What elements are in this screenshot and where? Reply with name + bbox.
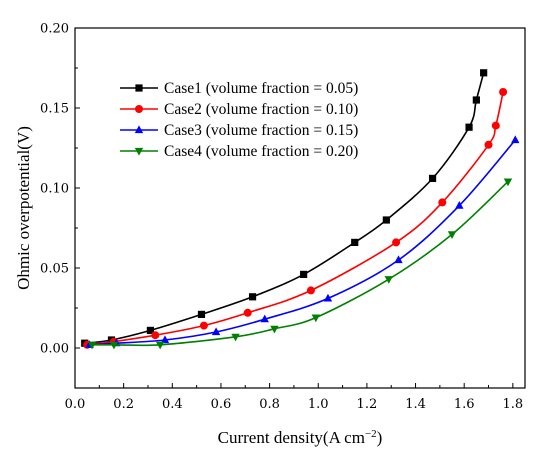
data-point [306, 286, 315, 295]
data-point [155, 341, 165, 350]
x-tick-label: 1.0 [308, 397, 329, 412]
plot-frame [74, 27, 526, 389]
data-point [134, 125, 144, 134]
x-tick-label: 1.6 [454, 397, 475, 412]
legend: Case1 (volume fraction = 0.05) Case2 (vol… [120, 80, 358, 160]
legend-label: Case1 (volume fraction = 0.05) [164, 80, 358, 97]
data-point [135, 105, 143, 113]
data-point [211, 327, 221, 336]
y-axis-title: Ohmic overpotential(V) [14, 126, 33, 290]
series-group [87, 178, 513, 350]
x-tick-label: 0.4 [162, 397, 183, 412]
x-tick-label: 0.8 [259, 397, 280, 412]
data-point [503, 178, 513, 187]
data-point [465, 123, 473, 131]
x-tick-label: 1.2 [357, 397, 378, 412]
x-tick-label: 0.2 [113, 397, 134, 412]
data-point [231, 333, 240, 342]
data-point [394, 255, 403, 264]
y-tick-label: 0.10 [40, 182, 69, 197]
data-point [270, 325, 279, 334]
data-point [499, 88, 508, 96]
data-point [87, 341, 97, 350]
data-point [160, 335, 170, 344]
data-point [382, 216, 390, 224]
legend-label: Case2 (volume fraction = 0.10) [164, 101, 358, 118]
data-point [109, 341, 119, 350]
legend-item: Case3 (volume fraction = 0.15) [120, 122, 358, 139]
data-point [248, 293, 257, 301]
data-point [146, 326, 155, 334]
data-point [300, 270, 308, 278]
data-point [134, 147, 144, 156]
data-point [447, 231, 457, 239]
axis-ticks: 0.0 0.2 0.4 0.6 0.8 1.0 1.2 1.4 1.6 1.8 0.00 0.05 0.… [40, 22, 523, 413]
data-point [197, 310, 206, 318]
data-point [135, 84, 143, 92]
x-tick-label: 0.6 [211, 397, 232, 412]
data-point [151, 331, 160, 340]
data-point [428, 174, 437, 182]
series-line [89, 139, 516, 346]
data-point [260, 314, 269, 323]
series-group [85, 135, 520, 348]
data-point [243, 308, 252, 317]
legend-item: Case4 (volume fraction = 0.20) [120, 143, 358, 160]
data-point [438, 198, 447, 207]
y-tick-label: 0.05 [40, 262, 69, 277]
legend-label: Case4 (volume fraction = 0.20) [164, 143, 358, 160]
x-tick-label: 0.0 [65, 397, 86, 412]
x-tick-label: 1.4 [405, 397, 426, 412]
series-layer [81, 69, 520, 350]
data-point [384, 276, 393, 284]
data-point [323, 293, 333, 302]
y-tick-label: 0.00 [40, 342, 69, 357]
data-point [392, 238, 401, 247]
legend-item: Case2 (volume fraction = 0.10) [120, 101, 358, 118]
data-point [472, 96, 480, 104]
data-point [480, 69, 488, 77]
data-point [455, 201, 464, 209]
legend-label: Case3 (volume fraction = 0.15) [164, 122, 358, 139]
data-point [511, 135, 520, 144]
x-tick-label: 1.8 [502, 397, 523, 412]
series-line [92, 181, 509, 347]
data-point [199, 321, 208, 330]
data-point [351, 238, 359, 246]
x-axis-title: Current density(A cm−2) [218, 428, 383, 447]
data-point [491, 121, 500, 130]
data-point [311, 314, 321, 323]
y-tick-label: 0.20 [40, 22, 69, 37]
y-tick-label: 0.15 [40, 102, 69, 117]
legend-item: Case1 (volume fraction = 0.05) [120, 80, 358, 97]
data-point [484, 140, 493, 149]
